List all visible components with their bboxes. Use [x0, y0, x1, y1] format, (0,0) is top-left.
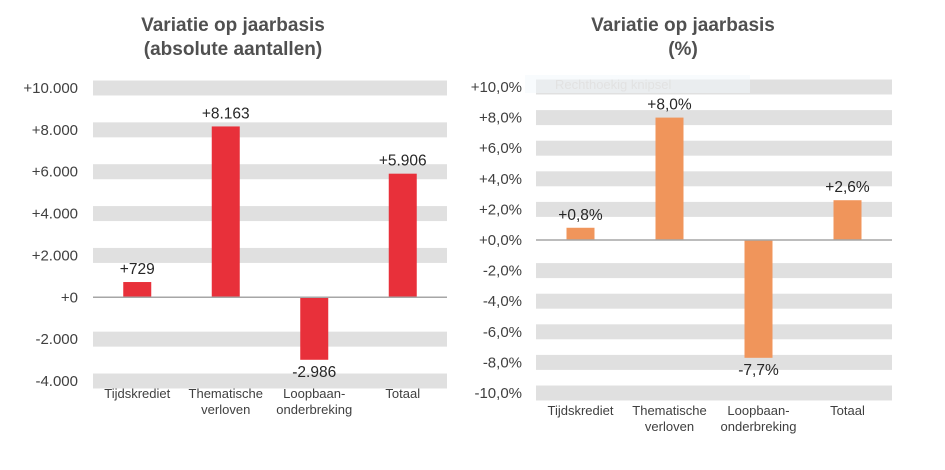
data-label: +8,0% — [647, 97, 692, 114]
category-label: verloven — [201, 402, 250, 417]
grid-band — [536, 385, 892, 401]
grid-band — [93, 373, 447, 389]
category-label: Tijdskrediet — [548, 403, 614, 418]
y-tick-label: +0,0% — [479, 232, 522, 249]
bar — [300, 297, 329, 360]
grid-band — [93, 331, 447, 347]
bar — [211, 126, 240, 298]
category-label: Totaal — [830, 403, 865, 418]
data-label: -2.986 — [292, 364, 336, 381]
y-tick-label: +2,0% — [479, 201, 522, 218]
grid-band — [536, 171, 892, 187]
y-tick-label: +6,0% — [479, 140, 522, 157]
grid-band — [93, 122, 447, 138]
y-tick-label: -4.000 — [35, 373, 78, 390]
snip-tooltip-text: Rechthoekig knipsel — [555, 77, 671, 92]
y-tick-label: +6.000 — [32, 164, 78, 181]
grid-band — [93, 164, 447, 180]
bar — [744, 240, 773, 358]
bar — [655, 117, 684, 240]
data-label: +2,6% — [825, 179, 870, 196]
category-label: Thematische — [189, 386, 263, 401]
y-tick-label: -8,0% — [483, 354, 522, 371]
y-tick-label: -2.000 — [35, 331, 78, 348]
y-tick-label: +0 — [61, 289, 78, 306]
grid-band — [536, 324, 892, 340]
data-label: +5.906 — [379, 153, 427, 170]
category-label: Thematische — [632, 403, 706, 418]
data-label: +0,8% — [558, 207, 603, 224]
chart-title-line: Variatie op jaarbasis — [591, 15, 775, 36]
grid-band — [536, 263, 892, 279]
chart-title-line: (%) — [668, 39, 698, 60]
snip-tooltip-background — [525, 75, 750, 93]
data-label: +8.163 — [202, 105, 250, 122]
grid-band — [536, 293, 892, 309]
category-label: Tijdskrediet — [104, 386, 170, 401]
snip-tooltip: Rechthoekig knipsel — [525, 75, 750, 93]
y-tick-label: +8.000 — [32, 122, 78, 139]
bar — [388, 173, 417, 298]
category-label: Totaal — [385, 386, 420, 401]
category-label: onderbreking — [276, 402, 352, 417]
data-label: +729 — [120, 261, 155, 278]
category-label: Loopbaan- — [283, 386, 345, 401]
chart-absolute: Variatie op jaarbasis (absolute aantallen… — [23, 15, 447, 417]
y-tick-label: +2.000 — [32, 247, 78, 264]
bar — [566, 227, 595, 240]
category-label: verloven — [645, 419, 694, 434]
chart-title-line: (absolute aantallen) — [144, 39, 322, 60]
grid-band — [536, 140, 892, 156]
y-tick-label: -10,0% — [474, 385, 522, 402]
grid-band — [536, 110, 892, 126]
grid-band — [536, 201, 892, 217]
y-tick-label: +10,0% — [471, 79, 522, 96]
y-tick-label: -2,0% — [483, 263, 522, 280]
grid-band — [536, 354, 892, 370]
data-label: -7,7% — [738, 362, 779, 379]
bar — [833, 200, 862, 240]
y-tick-label: +10.000 — [23, 80, 78, 97]
y-tick-label: +4.000 — [32, 206, 78, 223]
grid-band — [93, 80, 447, 96]
y-tick-label: +4,0% — [479, 171, 522, 188]
category-label: onderbreking — [721, 419, 797, 434]
y-tick-label: -4,0% — [483, 293, 522, 310]
bar — [123, 282, 152, 298]
grid-band — [93, 247, 447, 263]
y-tick-label: -6,0% — [483, 324, 522, 341]
y-tick-label: +8,0% — [479, 110, 522, 127]
chart-title-line: Variatie op jaarbasis — [141, 15, 325, 36]
grid-band — [93, 206, 447, 222]
category-label: Loopbaan- — [727, 403, 789, 418]
